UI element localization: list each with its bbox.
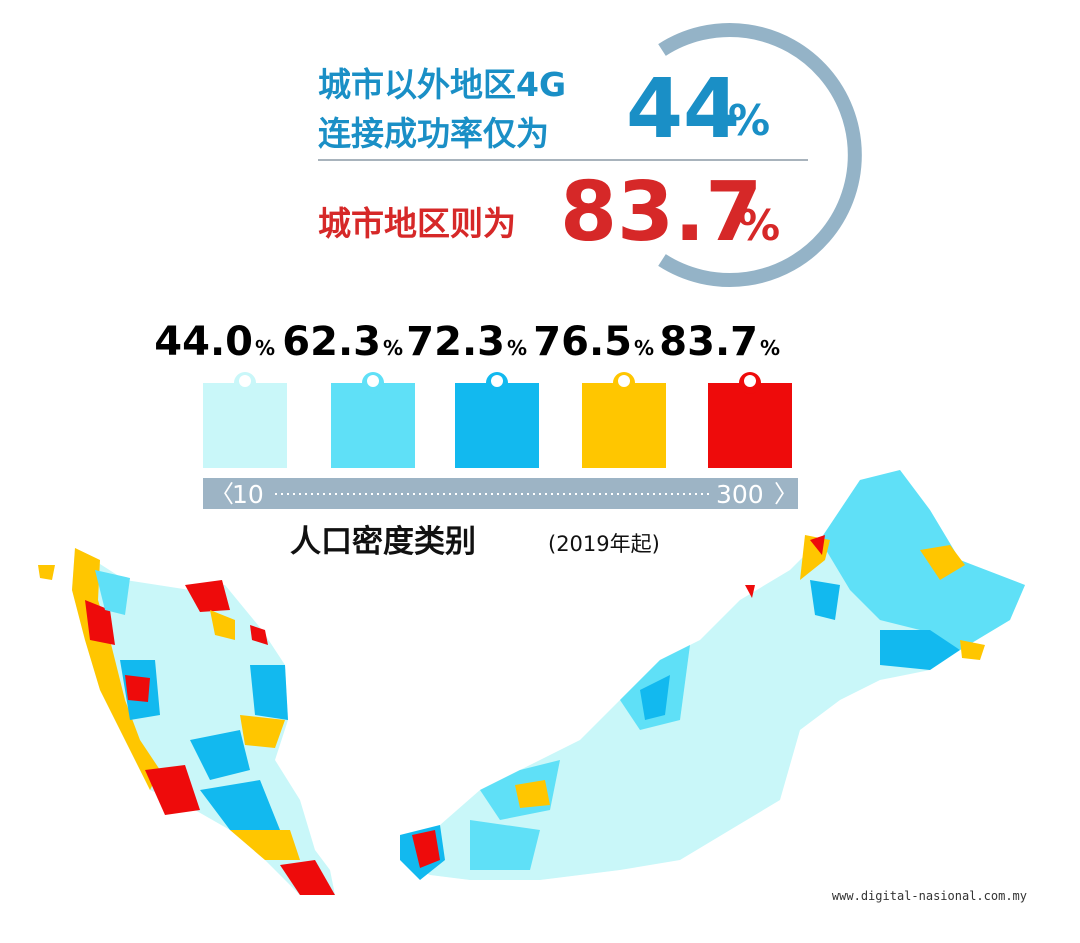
island: [745, 585, 755, 598]
swatch-hole: [618, 375, 630, 387]
region: [125, 675, 150, 702]
region: [820, 470, 1025, 650]
legend-title: 人口密度类别: [290, 524, 476, 560]
region: [810, 535, 825, 555]
urban-unit: %: [738, 201, 780, 250]
region: [280, 860, 335, 895]
scale-min: 10: [232, 480, 264, 509]
legend-value: 44.0: [154, 319, 253, 365]
legend: 44.0% 62.3% 72.3% 76.5% 83.7%: [154, 319, 792, 468]
headline-line2: 连接成功率仅为: [318, 114, 549, 153]
region: [185, 580, 230, 612]
region: [250, 625, 268, 645]
decorative-arc: [658, 23, 862, 287]
source: www.digital-nasional.com.my: [832, 889, 1027, 903]
legend-subtitle: (2019年起): [548, 532, 660, 556]
region: [200, 780, 280, 830]
legend-swatch: [455, 383, 539, 468]
legend-unit: %: [634, 336, 654, 360]
legend-swatch: [331, 383, 415, 468]
legend-swatch: [708, 383, 792, 468]
scale-bar: [203, 478, 798, 509]
region: [640, 675, 670, 720]
legend-swatch: [203, 383, 287, 468]
urban-value: 83.7: [560, 165, 762, 260]
legend-swatch: [582, 383, 666, 468]
region: [470, 820, 540, 870]
swatch-hole: [491, 375, 503, 387]
region: [240, 715, 285, 748]
region: [960, 640, 985, 660]
urban-text: 城市地区则为: [318, 204, 516, 243]
legend-value: 83.7: [659, 319, 758, 365]
region: [230, 830, 300, 860]
region: [250, 665, 288, 720]
region: [145, 765, 200, 815]
region: [412, 830, 440, 868]
legend-unit: %: [255, 336, 275, 360]
swatch-hole: [744, 375, 756, 387]
headline-line1: 城市以外地区4G: [318, 65, 566, 104]
region: [95, 570, 130, 615]
legend-value: 72.3: [406, 319, 505, 365]
region: [920, 545, 965, 580]
swatch-hole: [239, 375, 251, 387]
map-borneo: [400, 470, 1025, 880]
legend-unit: %: [383, 336, 403, 360]
legend-value: 62.3: [282, 319, 381, 365]
island: [38, 565, 55, 580]
region: [810, 580, 840, 620]
region: [85, 600, 115, 645]
rural-value: 44: [626, 62, 740, 157]
region: [190, 730, 250, 780]
map-peninsula: [38, 548, 335, 895]
region: [210, 610, 235, 640]
rural-unit: %: [728, 96, 770, 145]
legend-unit: %: [507, 336, 527, 360]
scale-max: 300: [716, 480, 764, 509]
swatch-hole: [367, 375, 379, 387]
region: [880, 630, 960, 670]
scale-arrow-right: 〉: [774, 480, 798, 508]
scale-arrow-left: 〈: [210, 480, 234, 508]
legend-unit: %: [760, 336, 780, 360]
legend-value: 76.5: [533, 319, 632, 365]
region: [515, 780, 550, 808]
